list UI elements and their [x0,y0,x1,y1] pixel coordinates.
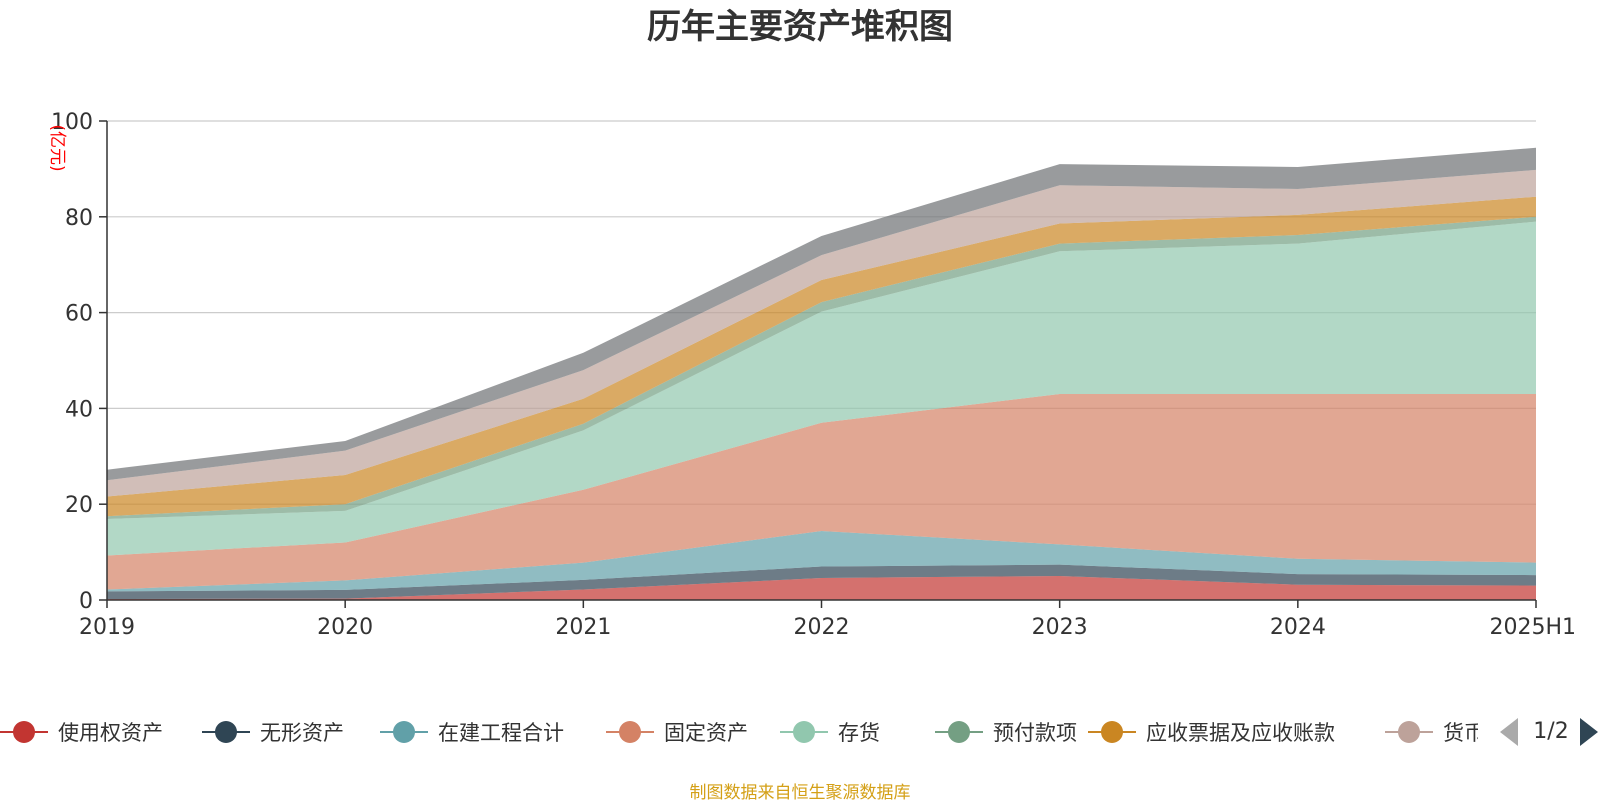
area-series-8[interactable] [107,147,1536,481]
x-tick-label: 2020 [317,615,373,640]
legend-item-3[interactable]: 固定资产 [606,712,748,752]
area-series-3[interactable] [107,394,1536,590]
axes: 0 20 40 60 80 100 2019 2020 2021 2022 2023 2024 2025… [51,110,1576,640]
y-axis-unit-label: (亿元) [47,124,67,171]
legend-viewport: 使用权资产 无形资产 在建工程合计 固定资产 存货 预付款项 应收票据及应收账款 货币资金 [0,712,1478,752]
area-series-6[interactable] [107,196,1536,517]
legend-label: 在建工程合计 [438,721,564,745]
legend-item-5[interactable]: 预付款项 [935,712,1077,752]
area-series-1[interactable] [107,564,1536,599]
y-tick-label: 20 [65,493,93,518]
legend-swatch-icon [606,717,654,747]
x-tick-label: 2021 [555,615,611,640]
legend-label: 无形资产 [260,721,344,745]
data-source-note: 制图数据来自恒生聚源数据库 [689,783,911,803]
x-tick-label: 2023 [1032,615,1088,640]
area-series-0[interactable] [107,576,1536,600]
legend-prev-page-icon[interactable] [1500,718,1518,746]
y-tick-label: 0 [79,589,93,614]
legend-next-page-icon[interactable] [1580,718,1598,746]
chart-title: 历年主要资产堆积图 [647,7,953,47]
legend-item-2[interactable]: 在建工程合计 [380,712,564,752]
legend-item-6[interactable]: 应收票据及应收账款 [1088,712,1335,752]
x-tick-label: 2025H1 [1489,615,1576,640]
legend-swatch-icon [380,717,428,747]
legend-item-1[interactable]: 无形资产 [202,712,344,752]
legend-label: 应收票据及应收账款 [1146,721,1335,745]
legend-label: 预付款项 [993,721,1077,745]
x-tick-label: 2024 [1270,615,1326,640]
legend-swatch-icon [1385,717,1433,747]
legend-swatch-icon [0,717,48,747]
legend-swatch-icon [935,717,983,747]
y-tick-label: 60 [65,302,93,327]
legend: 使用权资产 无形资产 在建工程合计 固定资产 存货 预付款项 应收票据及应收账款 货币资金 1… [0,712,1600,752]
area-series-layer[interactable] [107,147,1536,600]
legend-item-0[interactable]: 使用权资产 [0,712,163,752]
legend-swatch-icon [780,717,828,747]
x-tick-label: 2022 [794,615,850,640]
y-tick-label: 100 [51,110,93,135]
legend-item-7[interactable]: 货币资金 [1385,712,1478,752]
legend-swatch-icon [202,717,250,747]
area-series-4[interactable] [107,221,1536,556]
y-tick-label: 80 [65,206,93,231]
area-series-7[interactable] [107,169,1536,497]
y-tick-label: 40 [65,397,93,422]
stacked-area-chart: 0 20 40 60 80 100 2019 2020 2021 2022 2023 2024 2025… [47,110,1576,640]
legend-item-4[interactable]: 存货 [780,712,880,752]
legend-label: 货币资金 [1443,721,1478,745]
legend-swatch-icon [1088,717,1136,747]
legend-page-indicator: 1/2 [1533,719,1569,744]
legend-label: 存货 [838,721,880,745]
legend-label: 使用权资产 [58,721,163,745]
x-tick-label: 2019 [79,615,135,640]
area-series-2[interactable] [107,531,1536,592]
legend-label: 固定资产 [664,721,748,745]
